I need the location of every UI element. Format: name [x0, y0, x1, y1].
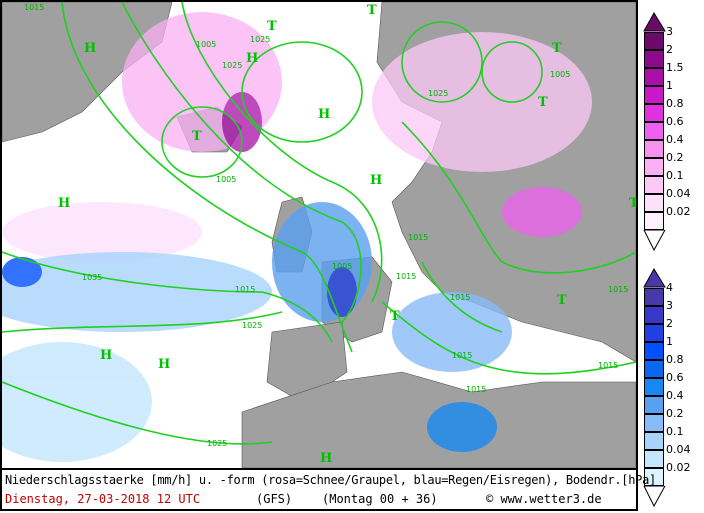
legend-label: 0.1 [666, 169, 684, 182]
rain-areas [0, 202, 512, 462]
legend-swatch [644, 158, 664, 176]
high-marker: H [318, 107, 330, 122]
legend-label: 2 [666, 317, 673, 330]
legend-swatch [644, 86, 664, 104]
legend-label: 0.04 [666, 443, 691, 456]
isobar-label: 1025 [222, 61, 242, 70]
legend-label: 2 [666, 43, 673, 56]
isobar-label: 1025 [242, 321, 262, 330]
legend-swatch [644, 306, 664, 324]
legend-label: 0.4 [666, 389, 684, 402]
model-name: (GFS) [256, 492, 293, 506]
legend-swatch [644, 378, 664, 396]
low-marker: T [390, 309, 400, 324]
high-marker: H [158, 357, 170, 372]
legend-swatch [644, 122, 664, 140]
isobar-label: 1015 [608, 285, 628, 294]
footer: Niederschlagsstaerke [mm/h] u. -form (ro… [0, 470, 656, 511]
isobar-label: 1015 [598, 361, 618, 370]
legend-label: 3 [666, 25, 673, 38]
isobar-label: 1015 [450, 293, 470, 302]
low-marker: T [538, 95, 548, 110]
isobar-label: 1015 [408, 233, 428, 242]
legend-min-arrow [643, 230, 666, 252]
legend-label: 0.2 [666, 407, 684, 420]
legend-swatch [644, 360, 664, 378]
legend-max-arrow [643, 12, 666, 32]
legend-label: 0.02 [666, 205, 691, 218]
legend-label: 0.4 [666, 133, 684, 146]
legend-swatch [644, 288, 664, 306]
isobar-label: 1005 [196, 40, 216, 49]
legend-label: 0.6 [666, 115, 684, 128]
isobar-label: 1015 [466, 385, 486, 394]
legend-min-arrow [643, 486, 666, 508]
legend-swatch [644, 50, 664, 68]
model-run: (Montag 00 + 36) [322, 492, 438, 506]
high-marker: H [58, 196, 70, 211]
legend-swatch [644, 176, 664, 194]
legend-label: 1 [666, 335, 673, 348]
legend-swatch [644, 342, 664, 360]
legend-swatch [644, 68, 664, 86]
legend-swatch [644, 140, 664, 158]
legend-swatch [644, 432, 664, 450]
legend-label: 0.2 [666, 151, 684, 164]
map-description: Niederschlagsstaerke [mm/h] u. -form (ro… [5, 473, 656, 487]
legend-label: 0.6 [666, 371, 684, 384]
snow-areas [2, 12, 592, 262]
isobar-label: 1015 [452, 351, 472, 360]
greenland [1, 1, 173, 143]
legend-swatch [644, 194, 664, 212]
low-marker: T [629, 196, 636, 211]
legend-swatch [644, 450, 664, 468]
low-marker: T [557, 293, 567, 308]
legend-label: 4 [666, 281, 673, 294]
precipitation-map: 1015 1025 1005 1025 1005 1035 1015 1025 … [0, 0, 639, 470]
legend-label: 0.04 [666, 187, 691, 200]
legend-swatch [644, 32, 664, 50]
legend-swatch [644, 104, 664, 122]
isobar-label: 1015 [396, 272, 416, 281]
legend-label: 1 [666, 79, 673, 92]
high-marker: H [100, 348, 112, 363]
valid-date: Dienstag, 27-03-2018 12 UTC [5, 492, 201, 506]
isobar-label: 1025 [250, 35, 270, 44]
legend-label: 3 [666, 299, 673, 312]
legend-label: 0.8 [666, 353, 684, 366]
isobar-label: 1015 [235, 285, 255, 294]
pressure-centers: H T H T H T H T T T H H H T T H [58, 3, 639, 466]
high-marker: H [370, 173, 382, 188]
high-marker: H [320, 451, 332, 466]
low-marker: T [267, 19, 277, 34]
isobar-label: 1015 [24, 3, 44, 12]
isobar-label: 1005 [550, 70, 570, 79]
high-marker: H [246, 51, 258, 66]
copyright-link[interactable]: © www.wetter3.de [486, 492, 602, 506]
legend-swatch [644, 324, 664, 342]
legend-label: 0.8 [666, 97, 684, 110]
low-marker: T [367, 3, 377, 18]
isobar-label: 1035 [82, 273, 102, 282]
low-marker: T [552, 41, 562, 56]
legend-swatch [644, 212, 664, 230]
legend-label: 0.02 [666, 461, 691, 474]
legend-label: 0.1 [666, 425, 684, 438]
legend-max-arrow [643, 268, 666, 288]
legend-swatch [644, 396, 664, 414]
isobar-label: 1025 [428, 89, 448, 98]
isobar-label: 1025 [207, 439, 227, 448]
isobars [1, 1, 637, 445]
isobar-labels: 1015 1025 1005 1025 1005 1035 1015 1025 … [24, 3, 628, 448]
legend-label: 1.5 [666, 61, 684, 74]
high-marker: H [84, 41, 96, 56]
legend: 3 2 1.5 1 0.8 0.6 0.4 0.2 0.1 0.04 0.02 4 3 2 1 0.8 0.6… [640, 0, 704, 513]
isobar-label: 1005 [216, 175, 236, 184]
legend-swatch [644, 414, 664, 432]
map-canvas: 1015 1025 1005 1025 1005 1035 1015 1025 … [0, 1, 639, 469]
low-marker: T [192, 129, 202, 144]
isobar-label: 1005 [332, 262, 352, 271]
